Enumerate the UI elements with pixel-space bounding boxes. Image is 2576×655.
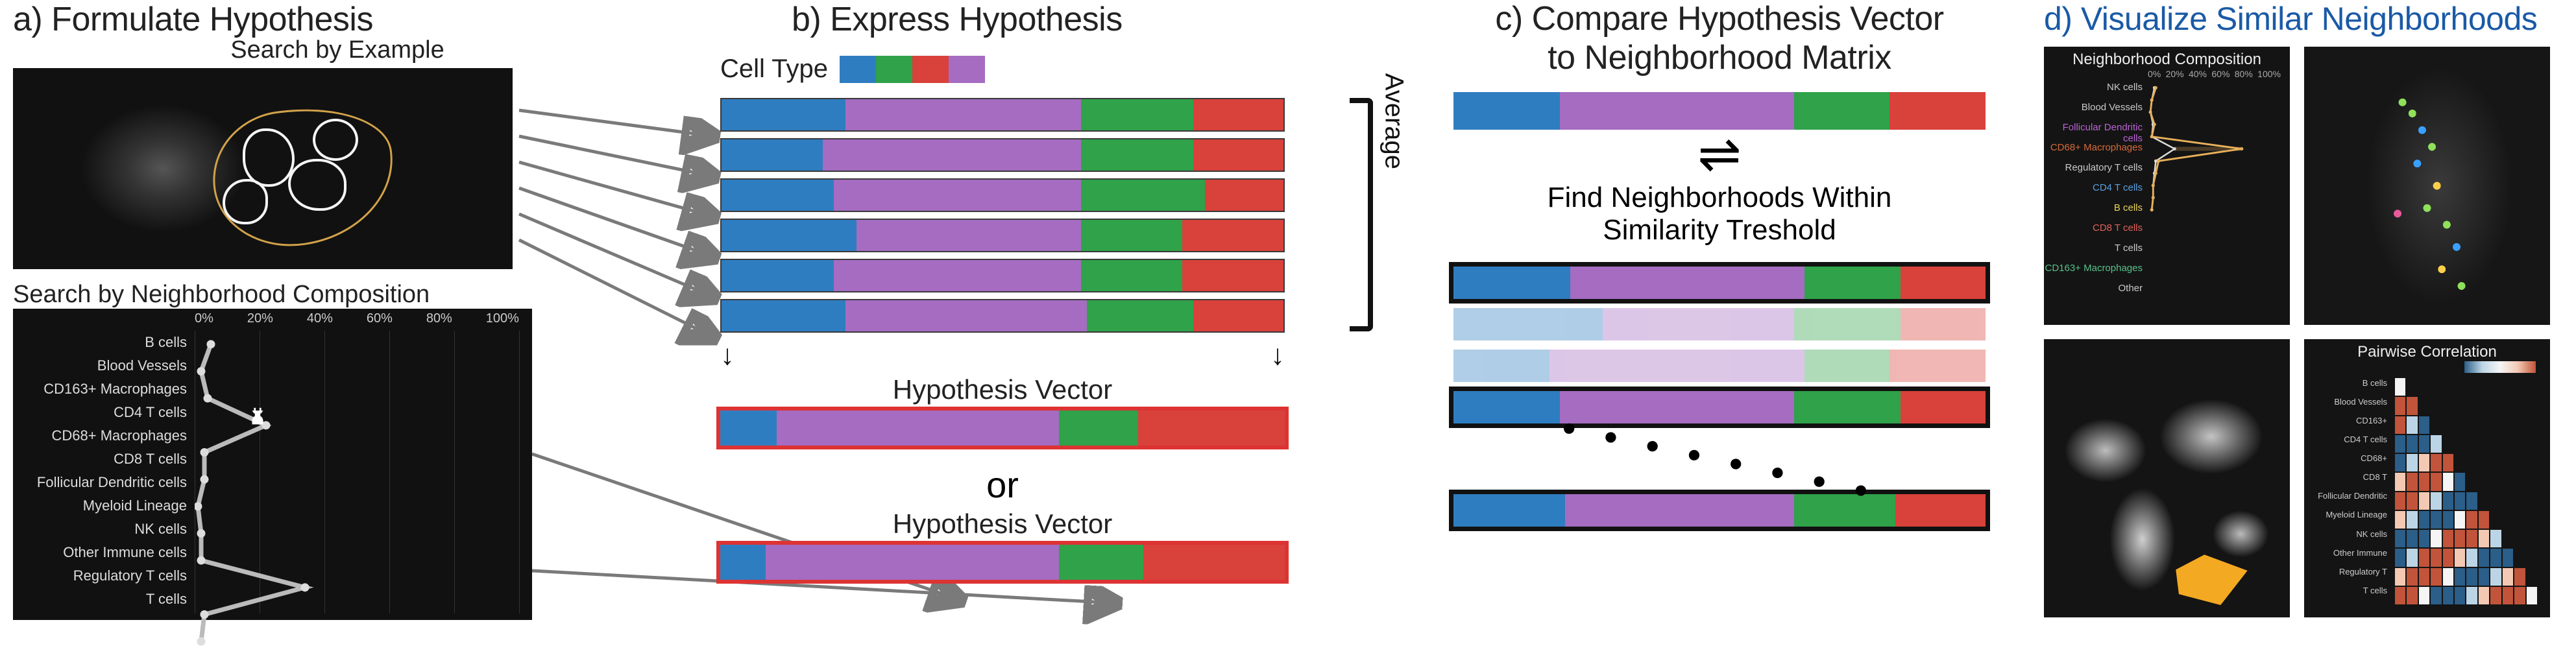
card-tissue [2304, 47, 2550, 325]
pairwise-row-labels: B cellsBlood VesselsCD163+CD4 T cellsCD6… [2304, 378, 2391, 604]
panel-a: a) Formulate Hypothesis Search by Exampl… [13, 0, 545, 641]
tissue-image [2304, 47, 2550, 325]
stack-bar-row [720, 259, 1285, 292]
matrix-row [1453, 308, 1986, 340]
cell-outline [313, 119, 358, 161]
down-arrow-icon: ↓ [1270, 339, 1285, 372]
nc-row: Other [2044, 283, 2282, 303]
cursor-icon [247, 406, 269, 428]
card-pairwise-title: Pairwise Correlation [2304, 343, 2550, 361]
composition-chart-line [195, 331, 519, 655]
cell-type-swatches [840, 56, 985, 83]
cell-outline [223, 179, 268, 224]
nc-row: T cells [2044, 243, 2282, 263]
matrix-row [1453, 350, 1986, 382]
card-pairwise: Pairwise Correlation B cellsBlood Vessel… [2304, 339, 2550, 617]
panel-d: d) Visualize Similar Neighborhoods Neigh… [2044, 0, 2563, 641]
hypothesis-vector-top [720, 411, 1285, 446]
panel-c: c) Compare Hypothesis Vector to Neighbor… [1428, 0, 2011, 641]
nc-row: CD8 T cells [2044, 222, 2282, 243]
swatch-green [876, 56, 912, 83]
embedding-selection [2163, 551, 2252, 606]
embedding-plot [2044, 339, 2290, 617]
cell-outline [288, 159, 346, 211]
swatch-blue [840, 56, 876, 83]
stack-bar-row [720, 219, 1285, 252]
nc-lines [2148, 82, 2282, 216]
search-by-composition-label: Search by Neighborhood Composition [13, 281, 545, 309]
card-composition: Neighborhood Composition 0%20%40%60%80%1… [2044, 47, 2290, 325]
swatch-purple [949, 56, 985, 83]
stack-bar-row [720, 138, 1285, 172]
panel-b-title: b) Express Hypothesis [792, 0, 1337, 39]
stack-bar-row [720, 178, 1285, 212]
panel-c-title-l2: to Neighborhood Matrix [1548, 39, 1891, 77]
find-label-l1: Find Neighborhoods Within [1548, 182, 1892, 213]
average-bracket [1350, 98, 1373, 331]
composition-chart: 0%20%40%60%80%100% B cellsBlood VesselsC… [13, 309, 532, 620]
hypothesis-vector-label-bottom: Hypothesis Vector [720, 508, 1285, 540]
matrix-row [1453, 267, 1986, 299]
cell-type-legend: Cell Type [720, 54, 1337, 84]
panel-d-grid: Neighborhood Composition 0%20%40%60%80%1… [2044, 47, 2550, 617]
stack-bar-row [720, 299, 1285, 333]
hypothesis-vector-bottom [720, 545, 1285, 580]
pairwise-heatmap [2395, 378, 2537, 604]
find-label: Find Neighborhoods Within Similarity Tre… [1428, 182, 2011, 247]
hypothesis-vector-label-top: Hypothesis Vector [720, 374, 1285, 405]
cell-outline [243, 128, 295, 187]
find-label-l2: Similarity Treshold [1603, 214, 1836, 246]
composition-chart-axis: 0%20%40%60%80%100% [195, 311, 519, 331]
panel-d-title: d) Visualize Similar Neighborhoods [2044, 0, 2563, 38]
panel-c-title: c) Compare Hypothesis Vector to Neighbor… [1428, 0, 2011, 78]
comparison-vector [1453, 92, 1986, 130]
card-embedding: Neighborhood Embedding [2044, 339, 2290, 617]
neighborhood-matrix: • • • • • • • • [1453, 267, 1986, 527]
search-by-example-label: Search by Example [130, 36, 545, 64]
microscopy-image [13, 68, 513, 269]
swatch-red [912, 56, 949, 83]
panel-b: b) Express Hypothesis Cell Type Average … [688, 0, 1337, 641]
exchange-icon: ⇌ [1428, 136, 2011, 173]
or-label: or [720, 464, 1285, 506]
nc-row: CD163+ Macrophages [2044, 263, 2282, 283]
panel-c-title-l1: c) Compare Hypothesis Vector [1495, 0, 1943, 38]
cell-type-label: Cell Type [720, 54, 828, 84]
down-arrow-icon: ↓ [720, 339, 735, 372]
heatmap-legend [2464, 361, 2536, 373]
nc-axis: 0%20%40%60%80%100% [2148, 69, 2281, 79]
stack-bar-row [720, 98, 1285, 132]
panel-a-title: a) Formulate Hypothesis [13, 0, 545, 39]
average-label: Average [1379, 73, 1408, 169]
stack-bars: Average [720, 98, 1337, 333]
card-composition-title: Neighborhood Composition [2044, 51, 2290, 69]
